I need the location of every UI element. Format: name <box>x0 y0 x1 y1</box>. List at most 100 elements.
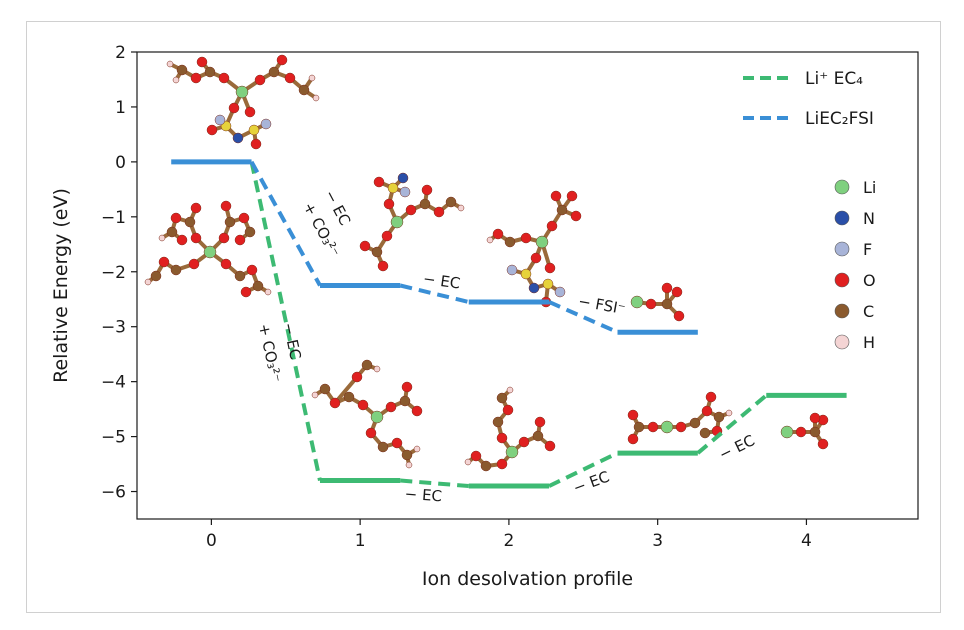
element-label-f: F <box>863 240 872 259</box>
annotation-green-step2: − EC <box>404 485 442 506</box>
atom-o <box>238 212 250 224</box>
atom-h <box>725 409 733 417</box>
y-tick-label: 1 <box>115 98 126 118</box>
atom-s <box>520 268 532 280</box>
element-label-h: H <box>863 333 875 352</box>
atom-o <box>250 138 262 150</box>
atom-li <box>780 425 794 439</box>
atom-c <box>532 430 544 442</box>
atom-h <box>413 445 421 453</box>
atom-h <box>405 461 413 469</box>
atom-o <box>421 184 433 196</box>
blue-connector <box>399 283 470 304</box>
annotation-blue-step2: − EC <box>422 270 461 293</box>
atom-o <box>385 401 397 413</box>
y-tick-label: −3 <box>101 318 126 338</box>
atom-o <box>570 210 582 222</box>
element-label-li: Li <box>863 178 876 197</box>
atom-c <box>150 270 162 282</box>
atom-h <box>373 365 381 373</box>
atom-h <box>506 386 514 394</box>
atom-c <box>361 359 373 371</box>
energy-chart: 2 1 0 −1 −2 −3 −4 −5 −6 0 1 2 3 4 Ion desolvation pr… <box>50 43 919 590</box>
atom-o <box>206 124 218 136</box>
atom-o <box>234 234 246 246</box>
atom-f <box>554 286 566 298</box>
atom-h <box>158 234 166 242</box>
atom-o <box>705 391 717 403</box>
atom-o <box>190 202 202 214</box>
molecule-green-1 <box>311 359 423 469</box>
molecule-liec2fsi-0 <box>166 54 320 150</box>
atom-o <box>176 234 188 246</box>
atom-c <box>377 441 389 453</box>
atom-h <box>464 458 472 466</box>
atom-o <box>276 54 288 66</box>
atom-o <box>357 399 369 411</box>
atom-c <box>401 449 413 461</box>
atom-o <box>534 416 546 428</box>
atom-o <box>228 102 240 114</box>
molecule-green-2 <box>464 386 556 472</box>
atom-o <box>647 421 659 433</box>
y-tick-label: −6 <box>101 483 126 503</box>
atom-c <box>399 395 411 407</box>
green-connector <box>249 161 322 481</box>
blue-connector <box>249 160 322 287</box>
atom-o <box>530 252 542 264</box>
atom-o <box>566 190 578 202</box>
atom-o <box>381 230 393 242</box>
atom-o <box>190 72 202 84</box>
molecule-blue-2 <box>486 190 582 308</box>
annotation-green-step1-add: + CO₃²⁻ <box>255 322 285 384</box>
atom-c <box>298 84 310 96</box>
atom-c <box>633 421 645 433</box>
atom-o <box>329 397 341 409</box>
atom-c <box>371 246 383 258</box>
atom-o <box>546 220 558 232</box>
atom-h <box>308 74 316 82</box>
series-layer <box>171 159 847 489</box>
atom-o <box>254 74 266 86</box>
molecule-green-4 <box>780 412 829 450</box>
green-connector <box>696 393 768 455</box>
atom-o <box>544 262 556 274</box>
atom-c <box>713 411 725 423</box>
y-tick-label: −1 <box>101 208 126 228</box>
atom-o <box>520 232 532 244</box>
atom-o <box>218 232 230 244</box>
molecule-blue-1 <box>359 172 465 272</box>
element-swatch-h <box>834 334 850 350</box>
molecule-illustrations <box>144 54 829 472</box>
green-connector <box>548 451 619 488</box>
atom-o <box>673 310 685 322</box>
atom-li <box>390 215 404 229</box>
atom-o <box>246 264 258 276</box>
atom-h <box>311 391 319 399</box>
molecule-blue-3 <box>630 282 685 322</box>
atom-o <box>373 176 385 188</box>
atom-n <box>232 132 244 144</box>
molecule-liec4-0 <box>144 200 272 298</box>
atom-c <box>343 391 355 403</box>
atom-c <box>419 198 431 210</box>
x-tick-label: 0 <box>206 531 217 551</box>
y-tick-label: 2 <box>115 43 126 63</box>
molecule-green-3 <box>627 391 733 445</box>
atom-n <box>397 172 409 184</box>
x-tick-label: 3 <box>652 531 663 551</box>
atom-s <box>542 278 554 290</box>
atom-f <box>260 118 272 130</box>
y-tick-label: −2 <box>101 263 126 283</box>
x-tick-label: 1 <box>355 531 366 551</box>
atom-li <box>535 235 549 249</box>
atom-s <box>248 124 260 136</box>
atom-o <box>550 190 562 202</box>
atom-o <box>502 404 514 416</box>
atom-c <box>699 427 711 439</box>
element-swatch-f <box>834 241 850 257</box>
atom-n <box>528 282 540 294</box>
atom-h <box>264 288 272 296</box>
atom-o <box>795 426 807 438</box>
atom-o <box>190 232 202 244</box>
